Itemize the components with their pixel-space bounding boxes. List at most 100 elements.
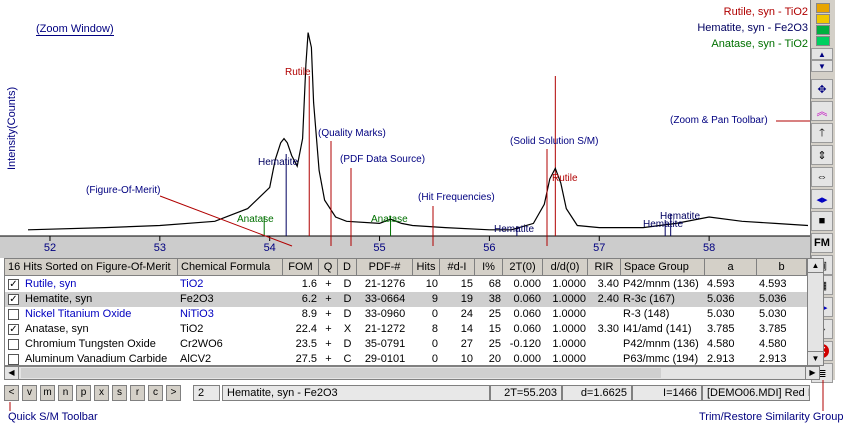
col-header-d[interactable]: D: [338, 259, 357, 276]
table-row[interactable]: Chromium Tungsten Oxide Cr2WO6 23.5 + D 35-07…: [5, 337, 823, 352]
x-tick-label: 52: [44, 242, 56, 254]
cell-sg: P42/mnm (136): [623, 338, 699, 350]
table-row[interactable]: Aluminum Vanadium Carbide AlCV2 27.5 + C 29-0…: [5, 352, 823, 365]
quick-sm-button[interactable]: s: [112, 385, 127, 401]
table-row[interactable]: Nickel Titanium Oxide NiTiO3 8.9 + D 33-0960 0…: [5, 307, 823, 322]
cell-pdf: 33-0960: [364, 308, 406, 320]
col-header-a[interactable]: a: [705, 259, 757, 276]
h-scroll-thumb[interactable]: [21, 368, 661, 378]
col-header-hit-count[interactable]: Hits: [413, 259, 440, 276]
phase-color-swatch[interactable]: [816, 25, 830, 35]
col-header-pdf[interactable]: PDF-#: [357, 259, 413, 276]
col-header-rir[interactable]: RIR: [588, 259, 621, 276]
shrink-horizontal-icon[interactable]: ◂▸: [811, 189, 833, 209]
col-header-q[interactable]: Q: [319, 259, 338, 276]
zoom-window-label[interactable]: (Zoom Window): [36, 23, 114, 36]
cell-t0: 0.060: [513, 293, 541, 305]
col-header-formula[interactable]: Chemical Formula: [178, 259, 283, 276]
phase-color-swatch[interactable]: [816, 14, 830, 24]
cell-hits: 10: [425, 278, 438, 290]
peak-label-rutile: Rutile: [285, 67, 311, 78]
col-header-b[interactable]: b: [757, 259, 807, 276]
scroll-down-arrow-icon[interactable]: ▼: [808, 351, 823, 365]
arrow-up-icon[interactable]: 🡑: [811, 123, 833, 143]
cell-q: +: [325, 323, 332, 335]
cell-d: D: [343, 338, 352, 350]
cell-b: 5.036: [759, 293, 787, 305]
col-header-space-group[interactable]: Space Group: [621, 259, 705, 276]
stop-icon[interactable]: ■: [811, 211, 833, 231]
table-row[interactable]: ✓ Rutile, syn TiO2 1.6 + D 21-1276 10 15 68 0.000 1…: [5, 277, 823, 292]
table-row[interactable]: ✓ Anatase, syn TiO2 22.4 + X 21-1272 8 14 15 0.060…: [5, 322, 823, 337]
legend-entry[interactable]: Rutile, syn - TiO2: [723, 6, 808, 18]
row-phase-name: Anatase, syn: [25, 323, 89, 335]
expand-vertical-icon[interactable]: ⇕: [811, 145, 833, 165]
pan-all-icon[interactable]: ✥: [811, 79, 833, 99]
callout-trim-restore: Trim/Restore Similarity Group: [699, 411, 844, 423]
cell-sg: I41/amd (141): [623, 323, 692, 335]
peak-label-hematite: Hematite: [258, 157, 299, 168]
table-row[interactable]: ✓ Hematite, syn Fe2O3 6.2 + D 33-0664 9 19 38 0.06…: [5, 292, 823, 307]
cell-ndi: 14: [460, 323, 473, 335]
quick-sm-button[interactable]: p: [76, 385, 91, 401]
quick-sm-button[interactable]: <: [4, 385, 19, 401]
cell-pdf: 29-0101: [364, 353, 406, 365]
table-h-scrollbar[interactable]: ◀ ▶: [4, 366, 820, 380]
cell-ndi: 19: [460, 293, 473, 305]
cell-q: +: [325, 338, 332, 350]
cell-q: +: [325, 308, 332, 320]
col-header-dd0[interactable]: d/d(0): [543, 259, 588, 276]
scroll-up-button[interactable]: ▲: [811, 48, 833, 60]
phase-stick-markers: [263, 76, 672, 236]
scroll-up-arrow-icon[interactable]: ▲: [808, 259, 823, 273]
row-checkbox[interactable]: ✓: [8, 279, 19, 290]
pattern-chart[interactable]: 52 53 54 55 56 57 58 Intensity(Counts): [0, 0, 810, 258]
cell-fom: 27.5: [295, 353, 317, 365]
row-checkbox[interactable]: [8, 354, 19, 365]
row-checkbox[interactable]: [8, 309, 19, 320]
row-phase-name: Chromium Tungsten Oxide: [25, 338, 156, 350]
col-header-2t0[interactable]: 2T(0): [503, 259, 543, 276]
zoom-up-icon[interactable]: ︽: [811, 101, 833, 121]
quick-sm-button[interactable]: >: [166, 385, 181, 401]
cell-ipct: 38: [488, 293, 501, 305]
peak-label-anatase: Anatase: [237, 214, 274, 225]
col-header-hits[interactable]: 16 Hits Sorted on Figure-Of-Merit: [5, 259, 178, 276]
cell-q: +: [325, 278, 332, 290]
cell-d: D: [343, 278, 352, 290]
scroll-right-arrow-icon[interactable]: ▶: [805, 367, 819, 379]
callout-zoom-pan: (Zoom & Pan Toolbar): [670, 115, 768, 126]
col-header-fom[interactable]: FOM: [283, 259, 319, 276]
cell-a: 4.580: [707, 338, 735, 350]
cell-formula: TiO2: [180, 278, 204, 290]
phase-color-swatch[interactable]: [816, 3, 830, 13]
scroll-down-button[interactable]: ▼: [811, 60, 833, 72]
row-checkbox[interactable]: ✓: [8, 324, 19, 335]
table-scrollbar[interactable]: ▲ ▼: [807, 259, 823, 365]
cell-fom: 1.6: [301, 278, 317, 290]
row-checkbox[interactable]: [8, 339, 19, 350]
quick-sm-button[interactable]: r: [130, 385, 145, 401]
cell-t0: 0.000: [513, 278, 541, 290]
cell-formula: AlCV2: [180, 353, 212, 365]
cell-pdf: 33-0664: [364, 293, 406, 305]
quick-sm-button[interactable]: n: [58, 385, 73, 401]
quick-sm-button[interactable]: x: [94, 385, 109, 401]
col-header-ipct[interactable]: I%: [475, 259, 503, 276]
quick-sm-button[interactable]: m: [40, 385, 55, 401]
cell-t0: -0.120: [509, 338, 541, 350]
legend-entry[interactable]: Anatase, syn - TiO2: [711, 38, 808, 50]
x-axis-ticks: 52 53 54 55 56 57 58: [44, 236, 715, 254]
fm-button[interactable]: FM: [811, 233, 833, 253]
phase-color-swatch[interactable]: [816, 36, 830, 46]
quick-sm-button[interactable]: c: [148, 385, 163, 401]
cell-ipct: 25: [488, 338, 501, 350]
expand-horizontal-icon[interactable]: ⇔: [811, 167, 833, 187]
cell-dd0: 1.0000: [552, 353, 586, 365]
scroll-left-arrow-icon[interactable]: ◀: [5, 367, 19, 379]
row-checkbox[interactable]: ✓: [8, 294, 19, 305]
col-header-ndi[interactable]: #d-I: [440, 259, 475, 276]
legend-entry[interactable]: Hematite, syn - Fe2O3: [697, 22, 808, 34]
quick-sm-button[interactable]: v: [22, 385, 37, 401]
cell-d: D: [343, 293, 352, 305]
